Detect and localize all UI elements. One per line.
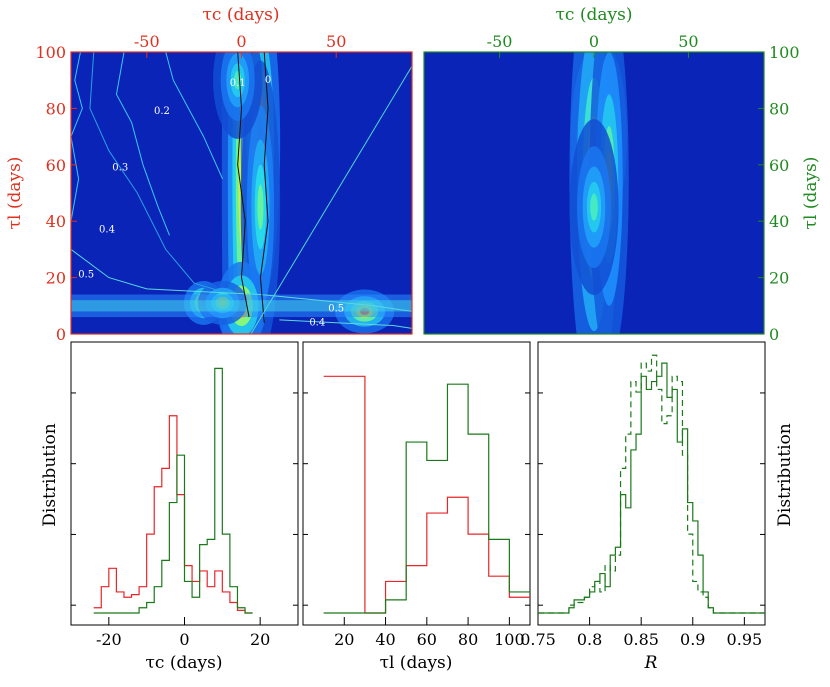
y-axis-tick-label: 60 xyxy=(769,156,789,175)
heatmap-left-contour-labels: 0.1 00.20.30.40.50.50.4 xyxy=(78,75,344,329)
histogram-tau-c-x-label: τc (days) xyxy=(146,653,223,673)
contour-label: 0.1 xyxy=(230,78,246,89)
contour-line xyxy=(250,65,412,334)
histogram-green-series xyxy=(323,383,530,614)
histogram-r-y-label: Distribution xyxy=(775,423,795,527)
contour-line xyxy=(71,248,412,312)
heatmap-right-panel: -50 0 50 0 20 40 60 80 100 τc (days) τl (days) xyxy=(423,5,821,344)
contour-label: 0.5 xyxy=(328,303,344,314)
contour-line xyxy=(71,52,83,222)
histogram-tau-c-bars xyxy=(93,367,253,614)
histogram-r-x-label: R xyxy=(644,653,658,673)
top-axis-tick-label: 50 xyxy=(326,32,346,51)
histogram-r-bars xyxy=(538,354,765,614)
histogram-tau-l-panel: 20 40 60 80 100 τl (days) xyxy=(302,341,531,673)
heatmap-hotspot xyxy=(590,193,598,221)
x-axis-tick-label: 0.85 xyxy=(623,630,659,649)
x-axis-tick-label: 60 xyxy=(417,630,437,649)
top-axis-tick-label: 50 xyxy=(678,32,698,51)
histogram-red-series xyxy=(93,415,253,614)
heatmap-right-y-axis-label: τl (days) xyxy=(801,157,821,230)
contour-line xyxy=(89,52,233,295)
x-axis-tick-label: 0.75 xyxy=(520,630,556,649)
contour-label: 0.5 xyxy=(78,270,94,281)
x-axis-tick-label: 0.8 xyxy=(577,630,602,649)
contour-line xyxy=(259,52,269,323)
heatmap-left-y-axis-label: τl (days) xyxy=(5,157,25,230)
y-axis-tick-label: 60 xyxy=(46,156,66,175)
histogram-r-panel: 0.75 0.8 0.85 0.9 0.95 R Distribution xyxy=(520,341,795,673)
heatmap-right-axes: -50 0 50 0 20 40 60 80 100 xyxy=(487,32,800,344)
y-axis-tick-label: 0 xyxy=(56,325,66,344)
x-axis-tick-label: -20 xyxy=(96,630,122,649)
contour-line xyxy=(115,52,170,236)
x-axis-tick-label: 40 xyxy=(375,630,395,649)
top-axis-tick-label: 0 xyxy=(236,32,246,51)
contour-label: 0.3 xyxy=(112,162,128,173)
contour-label: 0.4 xyxy=(309,318,325,329)
heatmap-left-axes: -50 0 50 0 20 40 60 80 100 xyxy=(35,32,346,344)
contour-label: 0.2 xyxy=(154,106,170,117)
y-axis-tick-label: 40 xyxy=(46,212,66,231)
contour-line xyxy=(165,52,224,180)
y-axis-tick-label: 20 xyxy=(769,269,789,288)
contour-line xyxy=(237,52,250,318)
x-axis-tick-label: 0.9 xyxy=(680,630,705,649)
top-axis-tick-label: -50 xyxy=(487,32,513,51)
heatmap-right-hotspots xyxy=(569,52,629,334)
contour-line xyxy=(279,319,412,329)
heatmap-left-top-axis-label: τc (days) xyxy=(203,5,280,25)
x-axis-tick-label: 100 xyxy=(494,630,525,649)
heatmap-left-contours xyxy=(71,52,412,334)
y-axis-tick-label: 80 xyxy=(46,99,66,118)
histogram-tau-c-panel: -20 0 20 τc (days) Distribution xyxy=(40,341,299,673)
histogram-r-axes: 0.75 0.8 0.85 0.9 0.95 xyxy=(520,392,765,649)
heatmap-left-panel: 0.1 00.20.30.40.50.50.4 -50 0 5002040608010… xyxy=(5,5,413,344)
contour-label: 0 xyxy=(265,75,271,86)
heatmap-band xyxy=(71,300,412,312)
x-axis-tick-label: 20 xyxy=(334,630,354,649)
y-axis-tick-label: 0 xyxy=(769,325,779,344)
histogram-tau-c-y-label: Distribution xyxy=(40,423,60,527)
histogram-tau-c-axes: -20 0 20 xyxy=(71,392,298,649)
x-axis-tick-label: 0 xyxy=(179,630,189,649)
x-axis-tick-label: 80 xyxy=(458,630,478,649)
heatmap-right-top-axis-label: τc (days) xyxy=(556,5,633,25)
histogram-green-series xyxy=(538,362,765,614)
histogram-tau-l-bars xyxy=(323,375,530,614)
y-axis-tick-label: 100 xyxy=(35,43,66,62)
y-axis-tick-label: 100 xyxy=(769,43,800,62)
x-axis-tick-label: 20 xyxy=(250,630,270,649)
histogram-tau-l-axes: 20 40 60 80 100 xyxy=(303,392,530,649)
top-axis-tick-label: -50 xyxy=(134,32,160,51)
histogram-tau-l-frame xyxy=(302,341,531,626)
y-axis-tick-label: 40 xyxy=(769,212,789,231)
heatmap-hotspot xyxy=(257,184,264,230)
histogram-green-series xyxy=(538,354,765,614)
x-axis-tick-label: 0.95 xyxy=(727,630,763,649)
y-axis-tick-label: 20 xyxy=(46,269,66,288)
contour-label: 0.4 xyxy=(99,224,115,235)
y-axis-tick-label: 80 xyxy=(769,99,789,118)
histogram-tau-l-x-label: τl (days) xyxy=(380,653,453,673)
histogram-green-series xyxy=(93,367,253,614)
top-axis-tick-label: 0 xyxy=(589,32,599,51)
